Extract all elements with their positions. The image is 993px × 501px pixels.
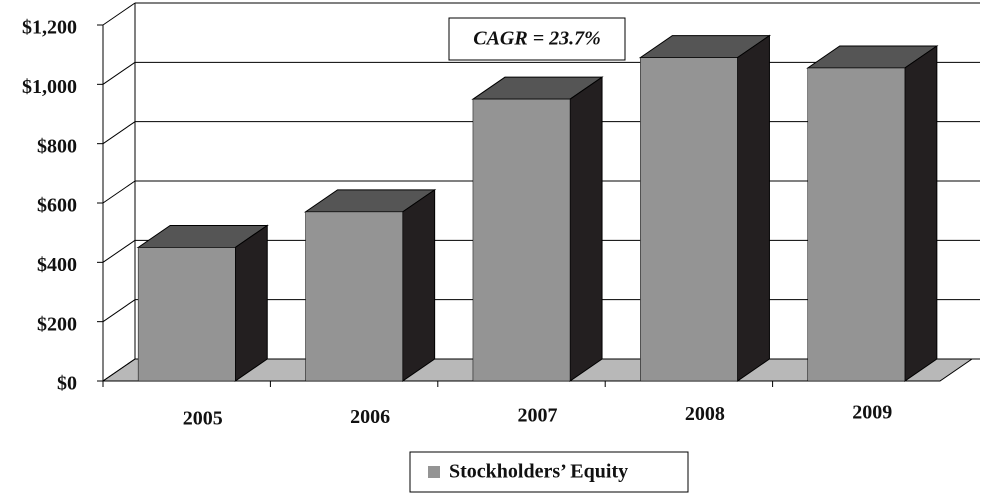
side-grid-line bbox=[102, 299, 136, 323]
annotation-box bbox=[448, 17, 626, 61]
side-grid-line bbox=[102, 180, 136, 204]
bar-side bbox=[234, 224, 268, 382]
side-grid-line bbox=[102, 239, 136, 263]
bar bbox=[305, 211, 403, 382]
x-tick-label: 2008 bbox=[685, 403, 725, 425]
x-tick-label: 2006 bbox=[350, 406, 390, 428]
side-grid-line bbox=[102, 121, 136, 145]
x-tick-label: 2009 bbox=[852, 402, 892, 424]
y-tick-label: $400 bbox=[37, 254, 77, 276]
bar-side bbox=[402, 188, 436, 382]
y-tick-label: $800 bbox=[37, 135, 77, 157]
y-tick-label: $0 bbox=[57, 373, 77, 395]
bar-side bbox=[569, 76, 603, 382]
annotation: CAGR = 23.7% bbox=[473, 28, 601, 50]
y-tick-label: $1,200 bbox=[22, 17, 77, 39]
bar-side bbox=[736, 34, 770, 382]
side-grid-line bbox=[102, 2, 136, 26]
bar bbox=[807, 67, 906, 382]
legend-swatch bbox=[428, 466, 440, 478]
y-tick-label: $600 bbox=[37, 195, 77, 217]
bar bbox=[472, 98, 571, 382]
bar-side bbox=[904, 45, 938, 382]
legend-label: Stockholders’ Equity bbox=[449, 461, 628, 483]
x-tick-label: 2007 bbox=[518, 405, 558, 427]
side-grid-line bbox=[102, 61, 136, 85]
x-tick-label: 2005 bbox=[183, 408, 223, 430]
y-tick-label: $200 bbox=[37, 313, 77, 335]
legend-box bbox=[409, 451, 689, 493]
bar bbox=[137, 247, 236, 382]
y-tick-label: $1,000 bbox=[22, 76, 77, 98]
bar bbox=[640, 57, 738, 382]
side-grid-line bbox=[102, 358, 136, 382]
